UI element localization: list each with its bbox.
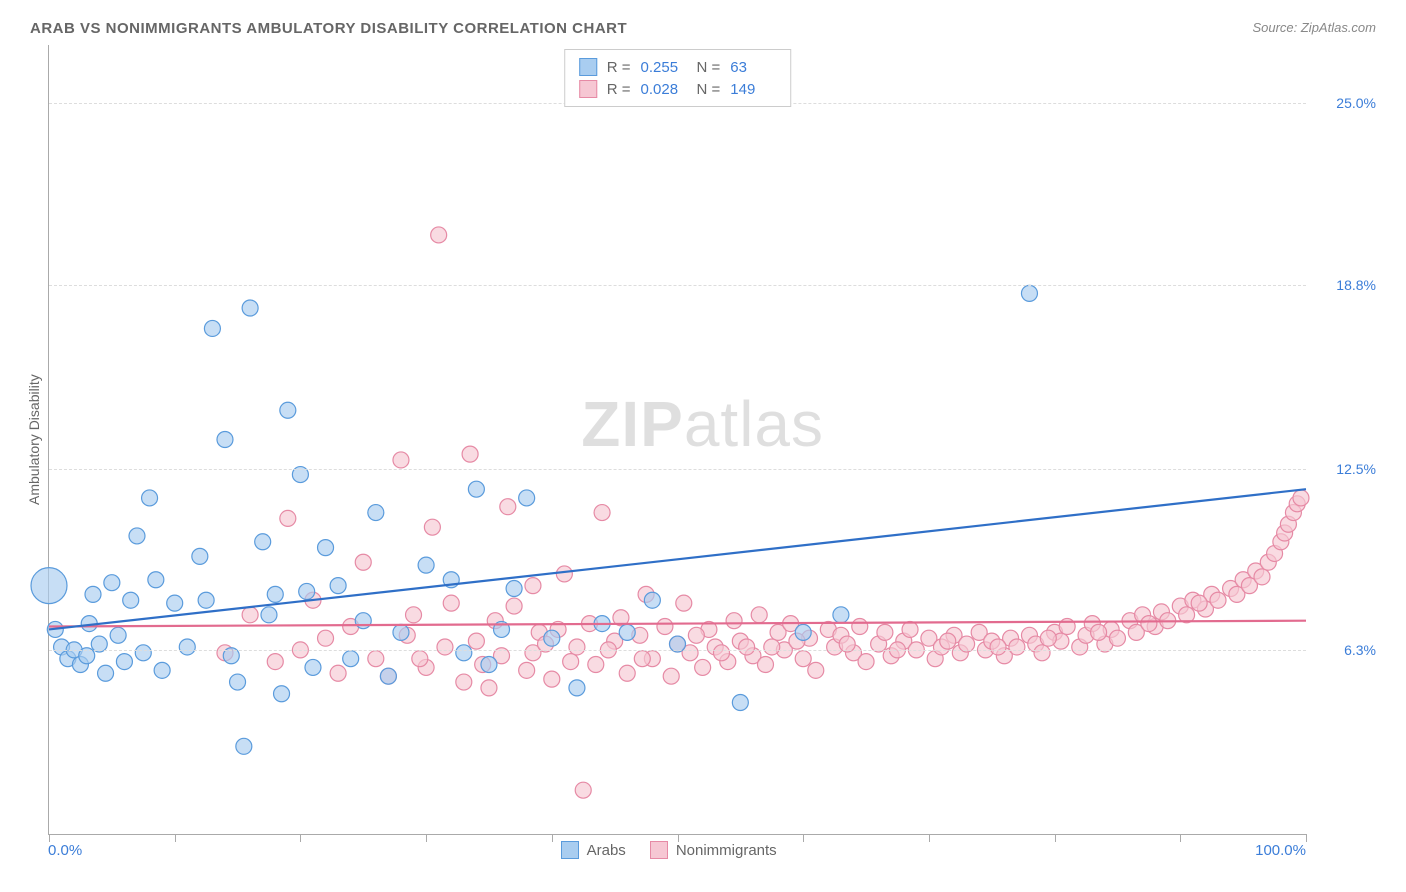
r-value-arabs: 0.255 — [641, 59, 687, 76]
series-legend: Arabs Nonimmigrants — [561, 841, 777, 859]
y-tick-label: 6.3% — [1344, 642, 1376, 658]
swatch-arabs-icon — [561, 841, 579, 859]
legend-row-arabs: R = 0.255 N = 63 — [579, 56, 777, 78]
swatch-nonimmigrants-icon — [579, 80, 597, 98]
source-prefix: Source: — [1252, 20, 1300, 35]
n-value-arabs: 63 — [730, 59, 776, 76]
legend-item-nonimmigrants: Nonimmigrants — [650, 841, 777, 859]
y-tick-label: 12.5% — [1336, 461, 1376, 477]
swatch-arabs-icon — [579, 58, 597, 76]
plot-wrapper: Ambulatory Disability R = 0.255 N = 63 R… — [20, 45, 1386, 835]
r-label: R = — [607, 81, 631, 98]
n-value-nonimmigrants: 149 — [730, 81, 776, 98]
y-tick-label: 18.8% — [1336, 277, 1376, 293]
r-value-nonimmigrants: 0.028 — [641, 81, 687, 98]
r-label: R = — [607, 59, 631, 76]
scatter-plot — [49, 45, 1306, 834]
y-axis-label: Ambulatory Disability — [20, 45, 48, 835]
legend-label-arabs: Arabs — [587, 842, 626, 859]
swatch-nonimmigrants-icon — [650, 841, 668, 859]
chart-source: Source: ZipAtlas.com — [1252, 20, 1376, 35]
chart-container: ARAB VS NONIMMIGRANTS AMBULATORY DISABIL… — [20, 20, 1386, 872]
plot-area: R = 0.255 N = 63 R = 0.028 N = 149 ZIPat… — [48, 45, 1306, 835]
y-tick-label: 25.0% — [1336, 95, 1376, 111]
chart-title: ARAB VS NONIMMIGRANTS AMBULATORY DISABIL… — [30, 20, 627, 37]
legend-label-nonimmigrants: Nonimmigrants — [676, 842, 777, 859]
source-name: ZipAtlas.com — [1301, 20, 1376, 35]
n-label: N = — [697, 81, 721, 98]
legend-row-nonimmigrants: R = 0.028 N = 149 — [579, 78, 777, 100]
chart-header: ARAB VS NONIMMIGRANTS AMBULATORY DISABIL… — [20, 20, 1386, 45]
legend-item-arabs: Arabs — [561, 841, 626, 859]
x-axis-max-label: 100.0% — [1255, 842, 1306, 859]
x-axis-min-label: 0.0% — [48, 842, 82, 859]
correlation-legend: R = 0.255 N = 63 R = 0.028 N = 149 — [564, 49, 792, 107]
n-label: N = — [697, 59, 721, 76]
